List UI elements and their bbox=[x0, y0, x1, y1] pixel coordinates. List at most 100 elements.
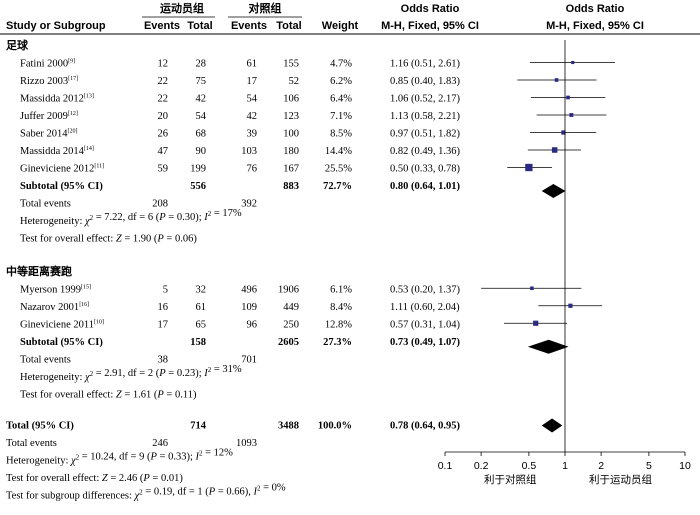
table-row: Nazarov 2001[16] 16 61 109 449 8.4% 1.11 (0.60… bbox=[20, 302, 460, 313]
overall-effect-text: Test for overall effect: Z = 1.61 (P = 0… bbox=[20, 389, 197, 400]
study-name: Massidda 2014[14] bbox=[20, 146, 94, 157]
total-events-e2: 701 bbox=[241, 354, 257, 365]
events2-cell: 109 bbox=[241, 302, 257, 313]
or-ci-cell: 1.06 (0.52, 2.17) bbox=[390, 94, 460, 105]
events2-cell: 39 bbox=[247, 129, 258, 140]
weight-cell: 6.1% bbox=[330, 284, 352, 295]
table-body: 足球 Fatini 2000[9] 12 28 61 155 4.7% 1.16 (0.51,… bbox=[6, 38, 460, 502]
x-tick-label: 1 bbox=[562, 460, 568, 472]
total1-cell: 54 bbox=[196, 111, 207, 122]
total1-cell: 199 bbox=[190, 164, 206, 175]
events2-cell: 17 bbox=[247, 76, 258, 87]
total2-cell: 106 bbox=[283, 94, 299, 105]
total2-cell: 1906 bbox=[278, 284, 299, 295]
total-n2: 3488 bbox=[278, 421, 299, 432]
x-tick-label: 2 bbox=[598, 460, 604, 472]
study-header: Study or Subgroup bbox=[6, 20, 106, 32]
or-header: Odds Ratio bbox=[401, 3, 460, 15]
subtotal-label: Subtotal (95% CI) bbox=[20, 181, 103, 192]
point-estimate-marker bbox=[551, 147, 558, 153]
point-estimate-marker bbox=[569, 113, 574, 117]
weight-cell: 7.1% bbox=[330, 111, 352, 122]
total2-cell: 250 bbox=[283, 319, 299, 330]
study-name: Saber 2014[20] bbox=[20, 129, 78, 140]
total1-cell: 68 bbox=[196, 129, 207, 140]
events1-cell: 20 bbox=[158, 111, 169, 122]
events1-cell: 5 bbox=[163, 284, 168, 295]
favours-left-label: 利于对照组 bbox=[484, 473, 537, 486]
total1-cell: 90 bbox=[196, 146, 207, 157]
study-name: Fatini 2000[9] bbox=[20, 59, 75, 70]
events2-cell: 54 bbox=[247, 94, 258, 105]
subtotal-label: Subtotal (95% CI) bbox=[20, 337, 103, 348]
total2-cell: 167 bbox=[283, 164, 299, 175]
total-label: Total (95% CI) bbox=[6, 421, 74, 432]
or-ci-cell: 1.16 (0.51, 2.61) bbox=[390, 59, 460, 70]
subtotal-weight: 27.3% bbox=[323, 337, 352, 348]
table-row: Fatini 2000[9] 12 28 61 155 4.7% 1.16 (0.51, 2… bbox=[20, 59, 460, 70]
table-row: Massidda 2014[14] 47 90 103 180 14.4% 0.82 (0.… bbox=[20, 146, 460, 157]
or-ci-cell: 0.57 (0.31, 1.04) bbox=[390, 319, 460, 330]
total-diamond bbox=[541, 418, 563, 433]
subtotal-ci: 0.73 (0.49, 1.07) bbox=[390, 337, 460, 348]
or-ci-cell: 1.11 (0.60, 2.04) bbox=[390, 302, 460, 313]
point-estimate-marker bbox=[566, 95, 570, 100]
weight-header: Weight bbox=[322, 20, 359, 32]
overall-total-events-e2: 1093 bbox=[236, 438, 257, 449]
x-tick-label: 0.2 bbox=[474, 460, 489, 472]
subtotal-n1: 556 bbox=[190, 181, 206, 192]
x-tick-label: 0.5 bbox=[522, 460, 537, 472]
total-events-label: Total events bbox=[20, 354, 71, 365]
total-ci: 0.78 (0.64, 0.95) bbox=[390, 421, 460, 432]
table-row: Myerson 1999[15] 5 32 496 1906 6.1% 0.53 (0.20… bbox=[20, 284, 460, 295]
or-ci-cell: 1.13 (0.58, 2.21) bbox=[390, 111, 460, 122]
x-tick-label: 0.1 bbox=[438, 460, 453, 472]
subtotal-n2: 2605 bbox=[278, 337, 299, 348]
events1-cell: 12 bbox=[158, 59, 169, 70]
overall-total-events-e1: 246 bbox=[152, 438, 168, 449]
table-header: 运动员组 对照组 Odds Ratio Odds Ratio Study or … bbox=[0, 1, 700, 35]
total-events-e1: 208 bbox=[152, 199, 168, 210]
subtotal-diamond bbox=[541, 184, 566, 198]
heterogeneity-text: Heterogeneity: χ2 = 7.22, df = 6 (P = 0.… bbox=[20, 208, 242, 227]
subtotal-ci: 0.80 (0.64, 1.01) bbox=[390, 181, 460, 192]
weight-cell: 4.7% bbox=[330, 59, 352, 70]
table-row: Saber 2014[20] 26 68 39 100 8.5% 0.97 (0.51, 1… bbox=[20, 129, 460, 140]
heterogeneity-text: Heterogeneity: χ2 = 2.91, df = 2 (P = 0.… bbox=[20, 364, 242, 383]
events1-cell: 22 bbox=[158, 76, 169, 87]
favours-right-label: 利于运动员组 bbox=[589, 473, 652, 486]
table-row: Juffer 2009[12] 20 54 42 123 7.1% 1.13 (0.58, … bbox=[20, 111, 460, 122]
footer-subgroup-differences: Test for subgroup differences: χ2 = 0.19… bbox=[6, 483, 286, 502]
point-estimate-marker bbox=[533, 320, 539, 326]
or-ci-cell: 0.53 (0.20, 1.37) bbox=[390, 284, 460, 295]
subtotal-n1: 158 bbox=[190, 337, 206, 348]
group1-header: 运动员组 bbox=[160, 1, 204, 15]
study-name: Juffer 2009[12] bbox=[20, 111, 78, 122]
or-ci-cell: 0.82 (0.49, 1.36) bbox=[390, 146, 460, 157]
study-name: Gineviciene 2011[10] bbox=[20, 319, 104, 330]
total1-header: Total bbox=[187, 20, 212, 32]
total1-cell: 42 bbox=[196, 94, 207, 105]
subtotal-n2: 883 bbox=[283, 181, 299, 192]
weight-cell: 8.4% bbox=[330, 302, 352, 313]
point-estimate-marker bbox=[561, 130, 566, 135]
or-method-header: M-H, Fixed, 95% CI bbox=[381, 20, 479, 32]
events1-cell: 22 bbox=[158, 94, 169, 105]
or-ci-cell: 0.97 (0.51, 1.82) bbox=[390, 129, 460, 140]
table-row: Gineviciene 2011[10] 17 65 96 250 12.8% 0.57 (… bbox=[20, 319, 460, 330]
total2-cell: 123 bbox=[283, 111, 299, 122]
point-estimate-marker bbox=[530, 286, 534, 291]
study-name: Massidda 2012[13] bbox=[20, 94, 94, 105]
x-tick-label: 10 bbox=[679, 460, 691, 472]
total1-cell: 61 bbox=[196, 302, 207, 313]
total-events-e1: 38 bbox=[158, 354, 169, 365]
events2-cell: 42 bbox=[247, 111, 258, 122]
point-estimate-marker bbox=[525, 163, 533, 172]
events1-cell: 26 bbox=[158, 129, 169, 140]
footer-heterogeneity: Heterogeneity: χ2 = 10.24, df = 9 (P = 0… bbox=[6, 448, 233, 467]
events2-header: Events bbox=[231, 20, 267, 32]
total-weight: 100.0% bbox=[318, 421, 352, 432]
total2-cell: 100 bbox=[283, 129, 299, 140]
total2-cell: 155 bbox=[283, 59, 299, 70]
footer-overall-effect: Test for overall effect: Z = 2.46 (P = 0… bbox=[6, 473, 183, 484]
